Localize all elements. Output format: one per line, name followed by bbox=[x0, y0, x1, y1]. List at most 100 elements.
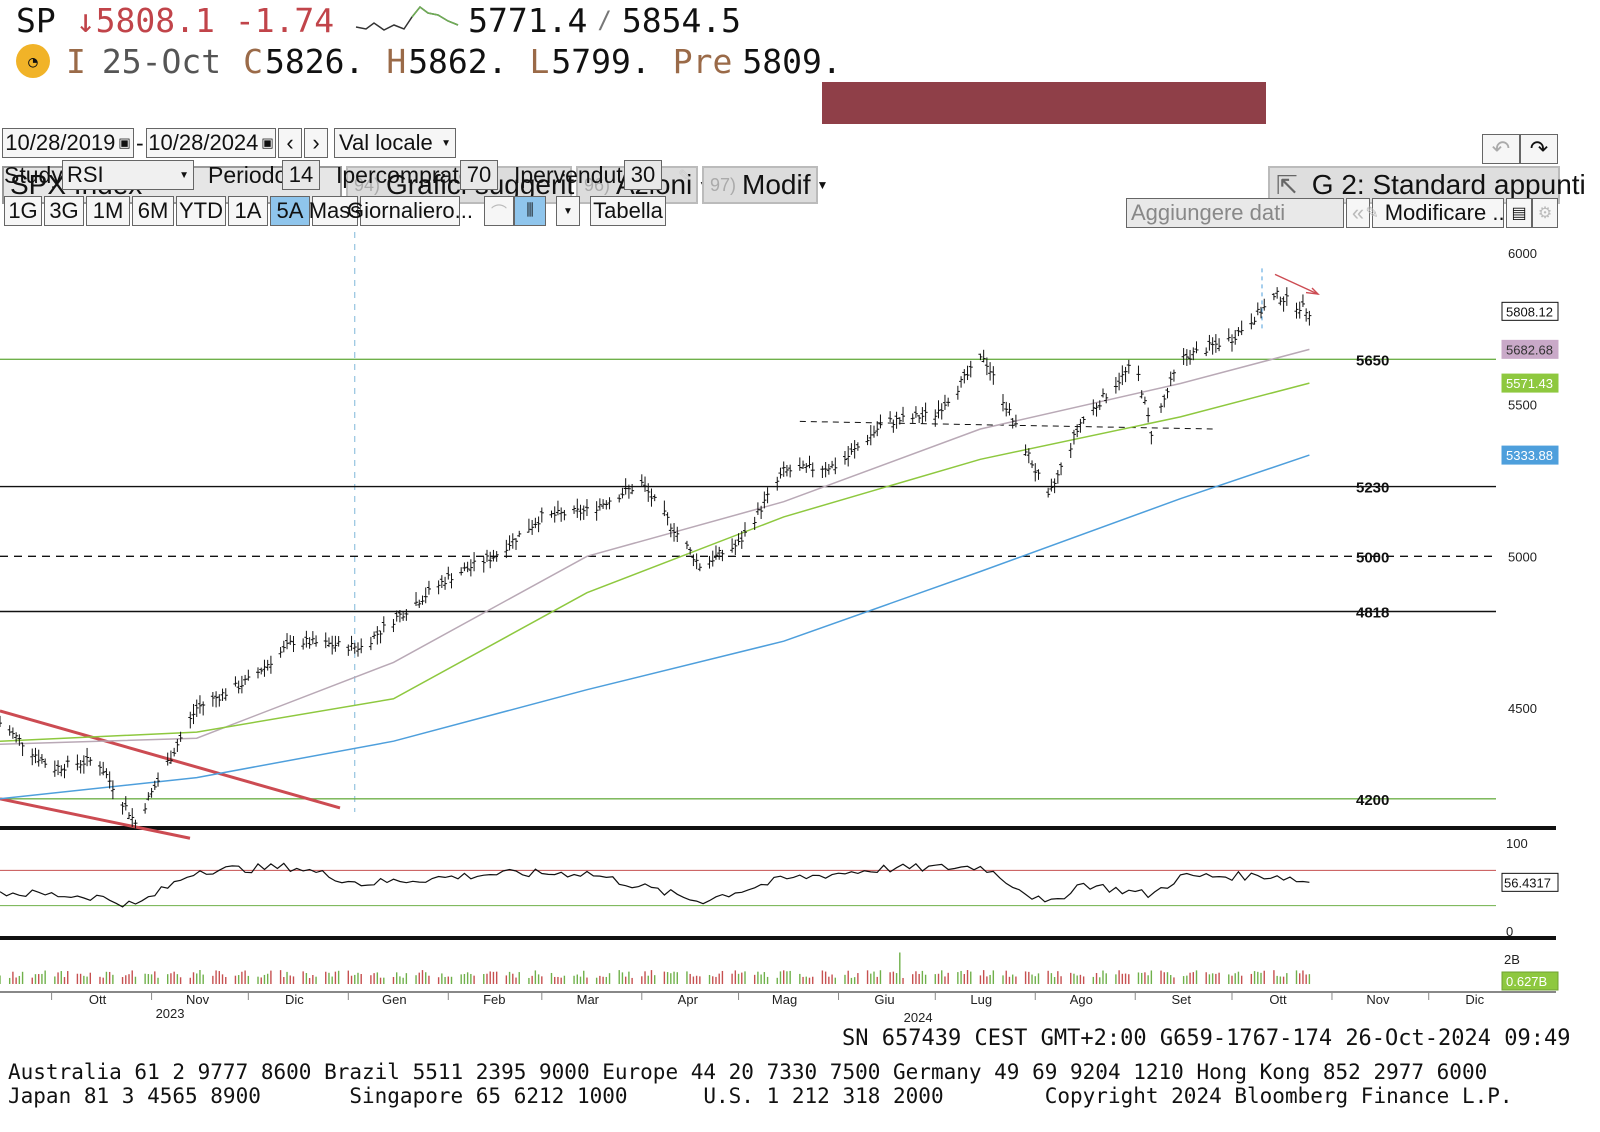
range-label: 1M bbox=[92, 198, 124, 223]
x-tick-label: Set bbox=[1171, 992, 1191, 1007]
range-button-ytd[interactable]: YTD bbox=[176, 196, 226, 226]
level-label: 5000 bbox=[1356, 549, 1389, 566]
study-select[interactable]: RSI ▼ bbox=[62, 160, 194, 190]
oversold-input[interactable]: 30 bbox=[624, 160, 662, 190]
volume-tick-label: 2B bbox=[1504, 952, 1520, 967]
range-button-1m[interactable]: 1M bbox=[86, 196, 130, 226]
price-tag-label: 5571.43 bbox=[1506, 376, 1553, 391]
modify-label: Modificare ... bbox=[1384, 200, 1511, 225]
overbought-input[interactable]: 70 bbox=[460, 160, 498, 190]
range-button-5a[interactable]: 5A bbox=[270, 196, 310, 226]
sparkline bbox=[356, 5, 459, 31]
redo-button[interactable]: ↷ bbox=[1520, 134, 1558, 164]
x-tick-label: Ott bbox=[1269, 992, 1287, 1007]
price-tick-label: 4500 bbox=[1508, 701, 1537, 716]
x-tick-label: Ago bbox=[1070, 992, 1093, 1007]
menu-num: 96) bbox=[584, 174, 611, 195]
range-label: YTD bbox=[179, 198, 223, 223]
gauge-icon[interactable]: ◔ bbox=[16, 44, 50, 78]
layout-selector[interactable]: ⇱ G 2: Standard appunti bbox=[1268, 166, 1586, 204]
add-data-input[interactable]: Aggiungere dati bbox=[1126, 198, 1344, 228]
net-change: -1.74 bbox=[234, 0, 335, 40]
menu-label: Modif bbox=[742, 169, 811, 200]
price-b: 5854.5 bbox=[621, 0, 742, 40]
session-info: SN 657439 CEST GMT+2:00 G659-1767-174 26… bbox=[842, 1026, 1571, 1051]
line-chart-icon: ⌒ bbox=[490, 205, 507, 222]
range-button-6m[interactable]: 6M bbox=[132, 196, 174, 226]
currency-label: Val locale bbox=[339, 130, 433, 155]
price-tick-label: 5000 bbox=[1508, 549, 1537, 564]
x-year-label: 2023 bbox=[156, 1006, 185, 1021]
pencil-icon[interactable]: ✎ bbox=[678, 168, 692, 185]
rsi-value-label: 56.4317 bbox=[1504, 875, 1551, 890]
trend-line bbox=[0, 797, 191, 840]
table-button[interactable]: Tabella bbox=[590, 196, 666, 226]
price-tag-label: 5682.68 bbox=[1506, 342, 1553, 357]
chart-type-dropdown[interactable]: ▼ bbox=[556, 196, 580, 226]
double-chevron-left-icon: « bbox=[1351, 200, 1365, 225]
overbought-label: Ipercomprato bbox=[336, 162, 472, 188]
range-button-giornaliero[interactable]: Giornaliero... bbox=[347, 196, 473, 226]
quote-line: SP ↓5808.1 -1.74 5771.4 / 5854.5 bbox=[16, 0, 741, 40]
chart-type-button[interactable]: ⌒ bbox=[484, 196, 514, 226]
range-button-1a[interactable]: 1A bbox=[228, 196, 268, 226]
calendar-icon: ▣ bbox=[118, 135, 131, 150]
start-date: 10/28/2019 bbox=[5, 130, 116, 155]
bar-chart-button[interactable]: ⫼ bbox=[514, 196, 546, 226]
prev-period-button[interactable]: ‹ bbox=[278, 128, 302, 158]
menu-num: 94) bbox=[354, 174, 381, 195]
x-tick-label: Ott bbox=[89, 992, 107, 1007]
overbought-value: 70 bbox=[466, 162, 492, 187]
range-label: 5A bbox=[276, 198, 304, 223]
pencil-icon: ✎ bbox=[1365, 205, 1379, 222]
range-separator: - bbox=[136, 130, 144, 156]
price-a: 5771.4 bbox=[468, 0, 588, 40]
oversold-value: 30 bbox=[630, 162, 656, 187]
currency-select[interactable]: Val locale ▼ bbox=[334, 128, 456, 158]
high-label: H bbox=[386, 41, 407, 81]
header-strip bbox=[822, 82, 1266, 124]
study-value: RSI bbox=[67, 162, 104, 187]
next-period-button[interactable]: › bbox=[304, 128, 328, 158]
high-value: 5862. bbox=[408, 41, 508, 81]
settings-button[interactable]: ⚙ bbox=[1532, 198, 1558, 228]
range-button-3g[interactable]: 3G bbox=[44, 196, 84, 226]
price-tag-label: 5333.88 bbox=[1506, 448, 1553, 463]
menu-modif[interactable]: 97) Modif ▼ bbox=[702, 166, 828, 204]
price-tag-label: 5808.12 bbox=[1506, 304, 1553, 319]
i-label: I bbox=[66, 41, 86, 81]
x-year-label: 2024 bbox=[904, 1010, 933, 1025]
modify-button[interactable]: ✎ Modificare ... bbox=[1365, 198, 1511, 228]
contact-line-2: Japan 81 3 4565 8900 Singapore 65 6212 1… bbox=[8, 1084, 1513, 1108]
period-input[interactable]: 14 bbox=[282, 160, 320, 190]
period-value: 14 bbox=[288, 162, 314, 187]
x-tick-label: Dic bbox=[285, 992, 304, 1007]
volume-value-box bbox=[1501, 971, 1559, 991]
x-tick-label: Giu bbox=[874, 992, 894, 1007]
level-label: 4200 bbox=[1356, 792, 1389, 809]
table-label: Tabella bbox=[593, 198, 663, 223]
x-tick-label: Mar bbox=[577, 992, 600, 1007]
chevron-right-icon: › bbox=[312, 130, 320, 155]
redo-icon: ↷ bbox=[1529, 136, 1549, 161]
range-label: Giornaliero... bbox=[347, 198, 473, 223]
collapse-button[interactable]: « bbox=[1346, 198, 1370, 228]
support-line bbox=[799, 420, 1213, 430]
contact-line-1: Australia 61 2 9777 8600 Brazil 5511 239… bbox=[8, 1060, 1488, 1084]
price-chart[interactable]: 4500 5000 5500 6000 5650 5230 5000 4818 4200 58… bbox=[0, 232, 1600, 1032]
x-tick-label: Feb bbox=[483, 992, 505, 1007]
volume-value-label: 0.627B bbox=[1506, 974, 1547, 989]
undo-button[interactable]: ↶ bbox=[1482, 134, 1520, 164]
calendar-icon: ▣ bbox=[261, 135, 274, 150]
range-button-1g[interactable]: 1G bbox=[4, 196, 42, 226]
rsi-tick-label: 100 bbox=[1506, 836, 1528, 851]
dropdown-icon: ▼ bbox=[563, 205, 573, 217]
annotate-button[interactable]: ▤ bbox=[1506, 198, 1532, 228]
level-label: 5230 bbox=[1356, 480, 1389, 497]
low-label: L bbox=[529, 41, 550, 81]
range-button-mass[interactable]: Mass bbox=[309, 196, 361, 226]
undo-icon: ↶ bbox=[1491, 136, 1511, 161]
end-date-field[interactable]: 10/28/2024 ▣ bbox=[146, 128, 276, 158]
start-date-field[interactable]: 10/28/2019 ▣ bbox=[2, 128, 134, 158]
range-label: Mass bbox=[308, 198, 362, 223]
